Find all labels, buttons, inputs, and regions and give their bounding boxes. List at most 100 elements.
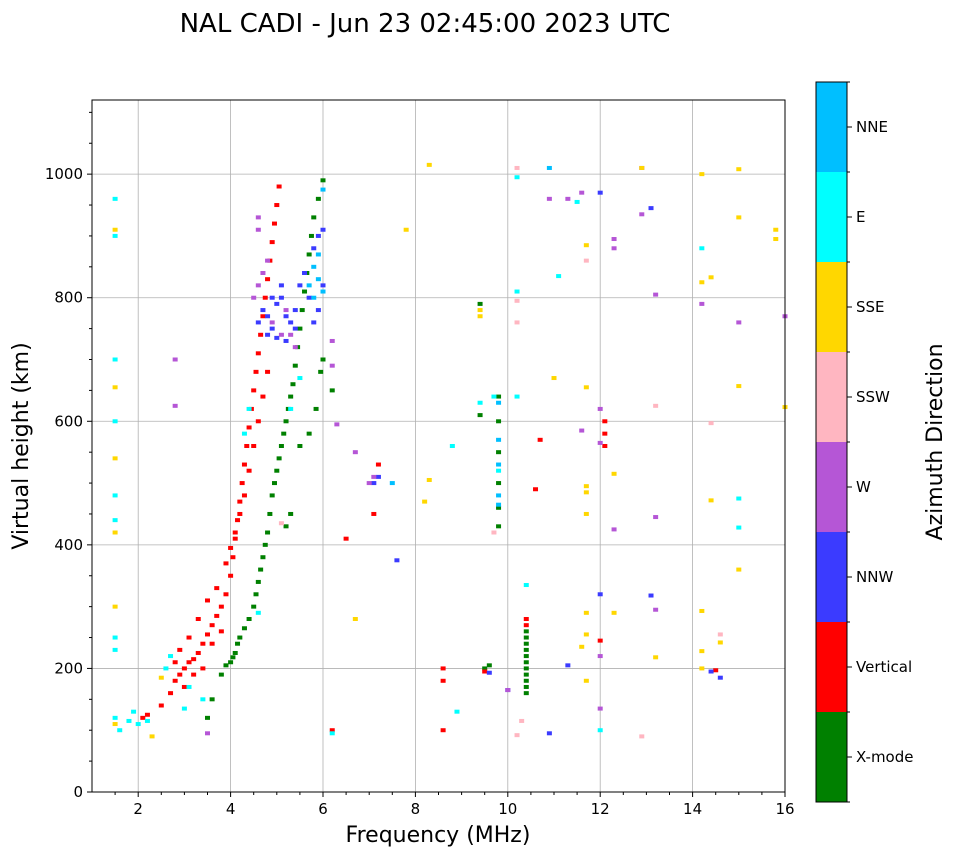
data-point-w — [172, 357, 178, 362]
data-point-x-mode — [269, 493, 275, 498]
data-point-vertical — [251, 388, 257, 393]
colorbar-label: SSW — [856, 388, 890, 406]
data-point-vertical — [218, 629, 224, 634]
colorbar-title: Azimuth Direction — [923, 343, 948, 540]
data-point-nnw — [320, 283, 326, 288]
data-point-nnw — [292, 326, 298, 331]
data-point-vertical — [713, 668, 719, 673]
data-point-x-mode — [523, 672, 529, 677]
data-point-sse — [149, 734, 155, 739]
data-point-x-mode — [496, 505, 502, 510]
data-point-nne — [496, 462, 502, 467]
data-point-nne — [496, 493, 502, 498]
plot-frame — [91, 99, 786, 793]
data-point-vertical — [343, 536, 349, 541]
data-point-x-mode — [209, 697, 215, 702]
data-point-vertical — [214, 586, 220, 591]
data-point-x-mode — [205, 715, 210, 720]
data-point-vertical — [191, 657, 197, 662]
data-point-vertical — [440, 666, 446, 671]
data-point-sse — [699, 666, 705, 671]
data-point-e — [112, 518, 118, 523]
data-point-nne — [315, 252, 321, 257]
data-point-w — [546, 196, 552, 201]
data-point-x-mode — [292, 363, 298, 368]
data-point-sse — [736, 215, 742, 220]
data-point-w — [329, 363, 335, 368]
data-point-w — [611, 527, 617, 532]
data-point-nne — [496, 437, 502, 442]
data-point-e — [329, 731, 335, 736]
data-point-w — [255, 215, 261, 220]
data-point-e — [514, 394, 520, 399]
data-point-x-mode — [523, 691, 529, 696]
data-point-x-mode — [260, 555, 266, 560]
data-point-vertical — [230, 555, 236, 560]
data-point-x-mode — [320, 357, 326, 362]
data-point-x-mode — [276, 456, 282, 461]
data-point-w — [366, 481, 372, 486]
data-point-sse — [583, 490, 589, 495]
data-point-e — [556, 274, 562, 279]
data-point-e — [297, 376, 303, 381]
data-point-w — [255, 283, 261, 288]
data-point-vertical — [158, 703, 164, 708]
data-point-nne — [389, 481, 395, 486]
data-point-w — [597, 706, 603, 711]
data-point-sse — [708, 498, 714, 503]
data-point-x-mode — [246, 617, 252, 621]
data-point-vertical — [209, 641, 215, 646]
data-point-vertical — [271, 221, 277, 226]
data-point-ssw — [639, 734, 645, 739]
data-point-e — [112, 715, 118, 720]
data-point-ssw — [583, 258, 589, 263]
data-point-nnw — [274, 301, 280, 306]
data-point-w — [597, 440, 603, 445]
data-point-vertical — [237, 499, 243, 504]
data-point-x-mode — [297, 326, 303, 331]
data-point-vertical — [258, 332, 264, 337]
data-point-vertical — [205, 598, 210, 603]
data-point-w — [371, 474, 377, 479]
colorbar-swatch-sse — [816, 262, 847, 352]
data-point-x-mode — [251, 604, 257, 609]
data-point-e — [523, 583, 529, 588]
data-point-vertical — [246, 425, 252, 430]
data-point-vertical — [177, 647, 183, 652]
data-point-sse — [426, 477, 432, 482]
data-point-nnw — [269, 326, 275, 331]
data-point-w — [611, 246, 617, 251]
data-point-nnw — [269, 295, 275, 300]
data-point-e — [112, 493, 118, 498]
data-point-x-mode — [496, 419, 502, 424]
data-point-x-mode — [477, 301, 483, 306]
data-point-w — [292, 345, 298, 350]
colorbar-label: E — [856, 208, 865, 226]
data-point-vertical — [276, 184, 282, 189]
data-point-x-mode — [228, 660, 234, 665]
data-point-sse — [158, 675, 164, 680]
data-point-vertical — [244, 444, 250, 448]
data-point-x-mode — [523, 635, 529, 640]
data-point-vertical — [482, 669, 488, 674]
data-point-w — [265, 258, 271, 263]
data-point-e — [736, 496, 742, 501]
data-point-vertical — [255, 419, 261, 424]
data-point-vertical — [537, 437, 543, 442]
colorbar-label: NNW — [856, 568, 893, 586]
data-point-x-mode — [313, 406, 319, 411]
data-point-vertical — [251, 444, 257, 448]
data-point-e — [449, 444, 455, 448]
data-point-ssw — [514, 165, 520, 170]
colorbar-swatch-ssw — [816, 352, 847, 442]
data-point-vertical — [181, 684, 187, 689]
data-point-w — [288, 332, 294, 337]
colorbar-swatch-vertical — [816, 622, 847, 712]
data-point-vertical — [241, 462, 247, 467]
data-point-e — [699, 246, 705, 251]
data-point-nne — [315, 277, 321, 282]
data-point-vertical — [186, 635, 192, 640]
data-point-nnw — [717, 675, 723, 680]
data-point-x-mode — [306, 252, 312, 257]
